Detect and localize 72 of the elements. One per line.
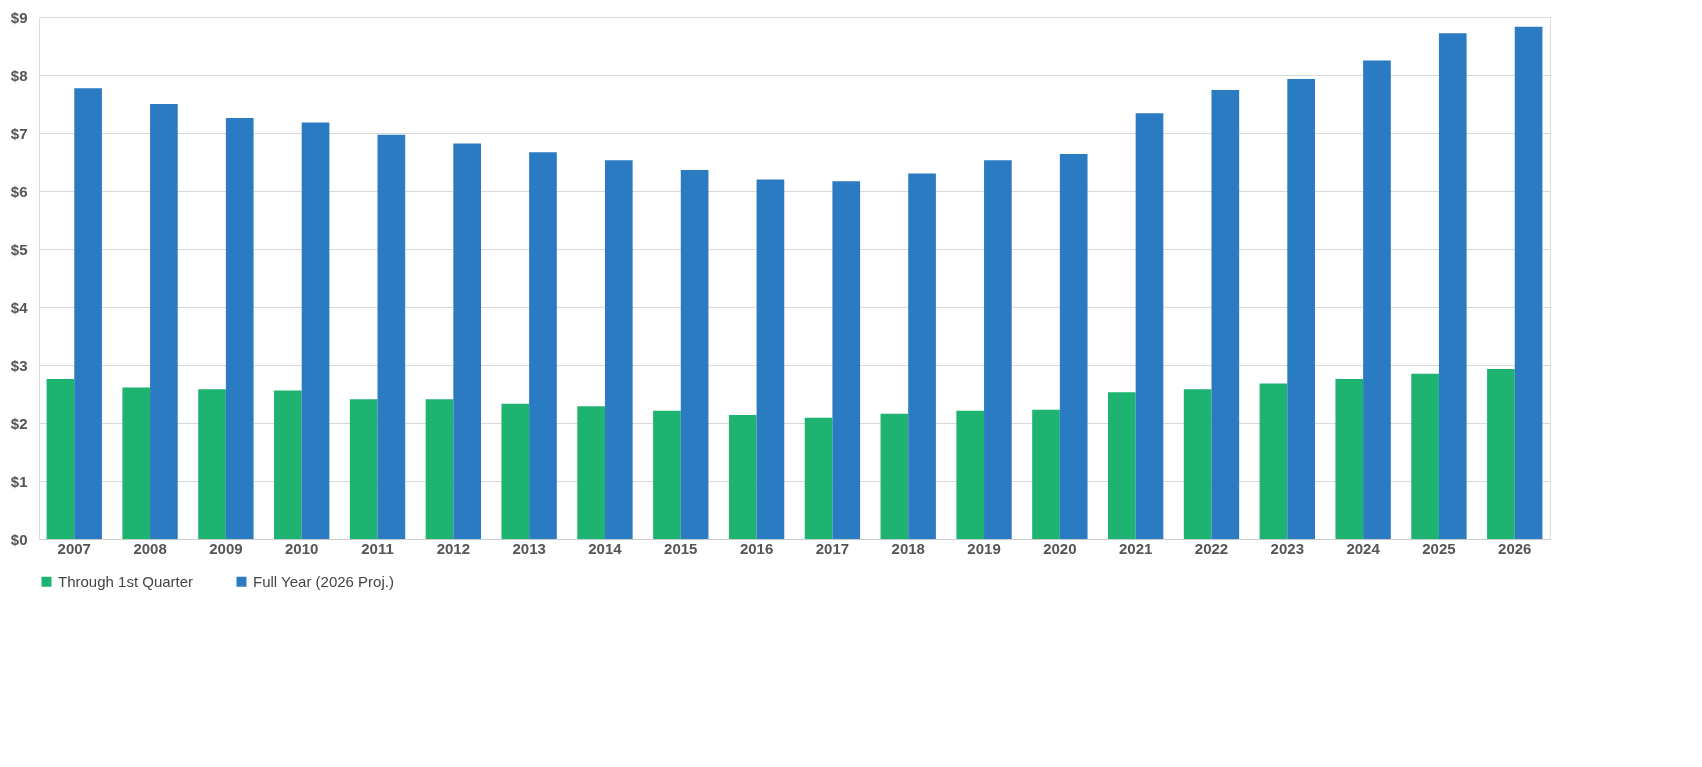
bar [377, 134, 406, 539]
legend-label: Full Year (2026 Proj.) [253, 572, 394, 590]
y-tick-label: $4 [10, 298, 29, 316]
bar [1059, 153, 1088, 539]
x-tick-label: 2007 [57, 539, 91, 557]
bar [1335, 378, 1364, 539]
bar [756, 179, 785, 539]
bar [728, 414, 757, 539]
x-tick-label: 2012 [436, 539, 471, 557]
x-tick-label: 2021 [1118, 539, 1153, 557]
bar [1211, 90, 1240, 539]
bar [577, 406, 605, 539]
bar [1183, 389, 1212, 539]
x-tick-label: 2025 [1422, 539, 1456, 557]
bar [150, 104, 178, 539]
y-tick-label: $7 [10, 124, 28, 142]
x-tick-label: 2019 [967, 539, 1001, 557]
bar [198, 389, 226, 539]
bar [880, 413, 909, 539]
bar [680, 170, 709, 539]
bar [225, 117, 254, 539]
bar [122, 387, 151, 539]
bar [453, 143, 481, 539]
bar [349, 399, 378, 539]
x-tick-label: 2020 [1043, 539, 1077, 557]
bar [956, 410, 985, 539]
y-tick-label: $3 [10, 356, 28, 374]
y-tick-label: $2 [10, 414, 28, 432]
bar [604, 160, 633, 539]
x-tick-label: 2010 [285, 539, 319, 557]
y-tick-label: $6 [10, 182, 28, 200]
x-tick-label: 2013 [512, 539, 546, 557]
bar [1135, 113, 1164, 539]
x-tick-label: 2026 [1498, 539, 1532, 557]
bar [1032, 409, 1060, 539]
bar [1487, 369, 1515, 539]
x-tick-label: 2022 [1194, 539, 1229, 557]
bar [301, 122, 330, 539]
y-tick-label: $1 [10, 472, 28, 490]
bar [1108, 392, 1136, 539]
x-tick-label: 2017 [815, 539, 850, 557]
x-tick-label: 2014 [588, 539, 623, 557]
bar [1411, 373, 1439, 539]
y-tick-label: $8 [10, 66, 28, 84]
bar [501, 403, 530, 539]
bar [1363, 60, 1391, 539]
x-tick-label: 2024 [1346, 539, 1381, 557]
x-tick-label: 2008 [133, 539, 167, 557]
bar [274, 390, 302, 539]
x-tick-label: 2018 [891, 539, 925, 557]
bar [832, 181, 861, 539]
bar [908, 173, 936, 539]
bar [529, 152, 557, 539]
bar [74, 88, 102, 539]
bar [804, 417, 833, 539]
bar [46, 378, 75, 539]
bar [1514, 26, 1543, 539]
legend-label: Through 1st Quarter [58, 572, 194, 590]
y-tick-label: $0 [10, 530, 28, 548]
x-tick-label: 2015 [664, 539, 698, 557]
x-tick-label: 2011 [361, 539, 394, 557]
bar [1259, 383, 1288, 539]
bar [984, 160, 1012, 539]
bar [425, 399, 454, 539]
bar [653, 410, 681, 539]
bar [1438, 33, 1467, 539]
x-tick-label: 2009 [209, 539, 243, 557]
y-tick-label: $9 [10, 8, 28, 26]
bar [1287, 79, 1315, 539]
x-tick-label: 2023 [1270, 539, 1304, 557]
x-tick-label: 2016 [739, 539, 774, 557]
y-tick-label: $5 [10, 240, 28, 258]
